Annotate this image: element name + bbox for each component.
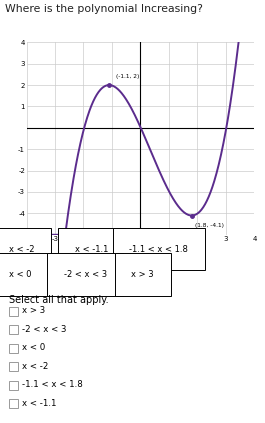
Text: x > 3: x > 3	[131, 270, 154, 279]
Bar	[9, 363, 18, 371]
Bar	[9, 344, 18, 353]
Text: -1.1 < x < 1.8: -1.1 < x < 1.8	[130, 244, 188, 253]
Text: Where is the polynomial Increasing?: Where is the polynomial Increasing?	[5, 4, 203, 14]
Bar	[9, 399, 18, 409]
Text: x < -2: x < -2	[9, 244, 35, 253]
Bar	[9, 325, 18, 334]
Text: (1.8, -4.1): (1.8, -4.1)	[195, 223, 224, 228]
Text: x < 0: x < 0	[22, 343, 45, 352]
Text: -1.1 < x < 1.8: -1.1 < x < 1.8	[22, 380, 82, 390]
Text: Select all that apply.: Select all that apply.	[9, 295, 109, 305]
Text: x < -1.1: x < -1.1	[75, 244, 108, 253]
Bar	[9, 381, 18, 390]
Text: x < -1.1: x < -1.1	[22, 399, 56, 408]
Text: -2 < x < 3: -2 < x < 3	[64, 270, 107, 279]
Text: x > 3: x > 3	[22, 306, 45, 315]
Text: (-1.1, 2): (-1.1, 2)	[116, 74, 140, 79]
Text: x < -2: x < -2	[22, 362, 48, 371]
Bar	[9, 307, 18, 316]
Text: -2 < x < 3: -2 < x < 3	[22, 325, 66, 334]
Text: x < 0: x < 0	[9, 270, 32, 279]
